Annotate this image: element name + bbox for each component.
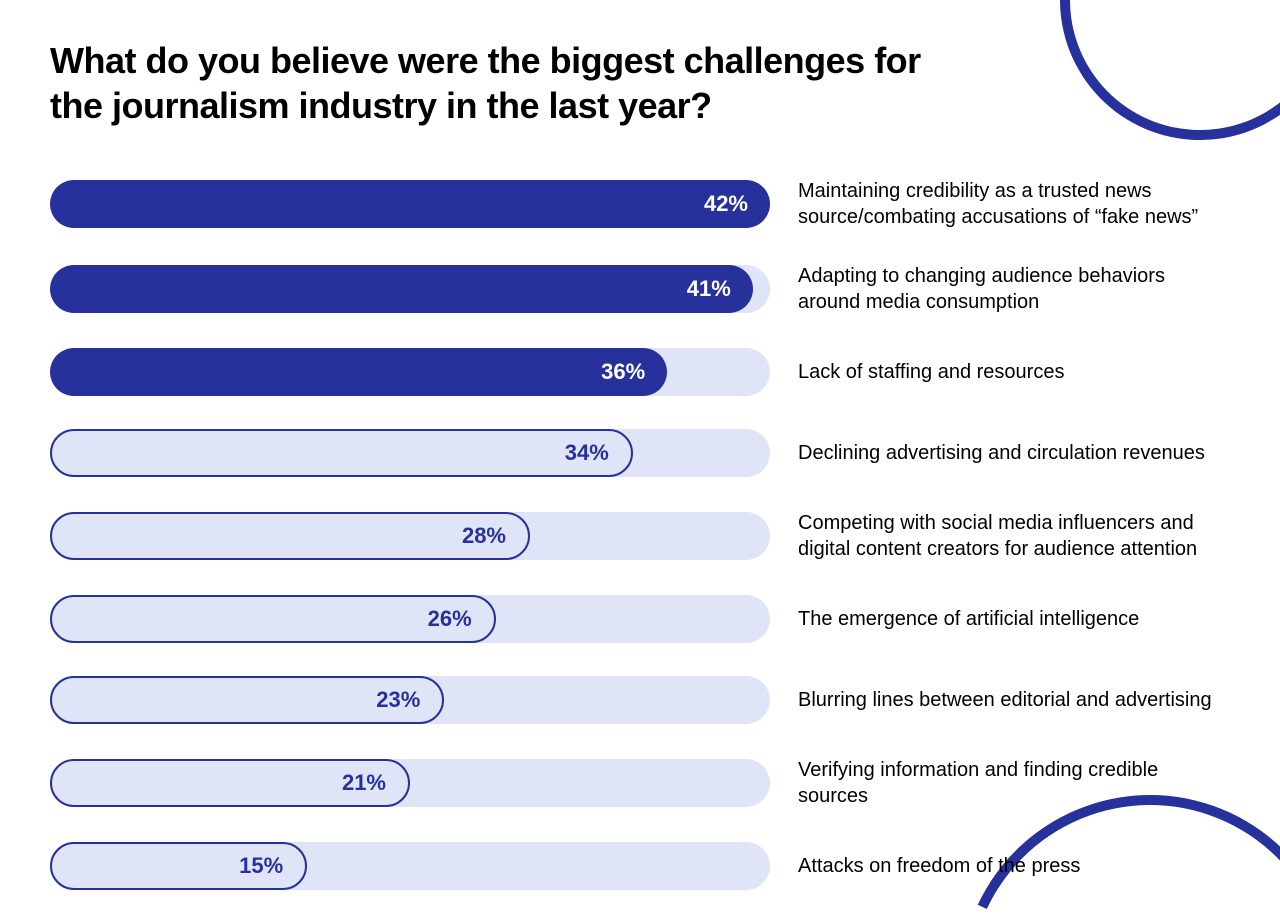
bar-value: 15% — [239, 853, 283, 879]
bar-track: 21% — [50, 759, 770, 807]
bar-chart: 42% Maintaining credibility as a trusted … — [50, 178, 1230, 890]
bar-track: 36% — [50, 348, 770, 396]
bar-value: 34% — [565, 440, 609, 466]
bar-value: 21% — [342, 770, 386, 796]
bar-fill: 15% — [50, 842, 307, 890]
bar-label: Lack of staffing and resources — [798, 359, 1230, 385]
bar-value: 26% — [428, 606, 472, 632]
bar-value: 28% — [462, 523, 506, 549]
bar-row: 26% The emergence of artificial intellige… — [50, 595, 1230, 643]
infographic-page: What do you believe were the biggest cha… — [0, 0, 1280, 915]
bar-track-container: 42% — [50, 180, 770, 228]
bar-label: Verifying information and finding credib… — [798, 757, 1230, 809]
bar-fill: 36% — [50, 348, 667, 396]
bar-fill: 28% — [50, 512, 530, 560]
bar-label: Declining advertising and circulation re… — [798, 440, 1230, 466]
bar-label: The emergence of artificial intelligence — [798, 606, 1230, 632]
bar-track: 42% — [50, 180, 770, 228]
bar-label: Adapting to changing audience behaviors … — [798, 263, 1230, 315]
bar-track-container: 21% — [50, 759, 770, 807]
bar-fill: 26% — [50, 595, 496, 643]
bar-track: 41% — [50, 265, 770, 313]
bar-value: 23% — [376, 687, 420, 713]
bar-track: 28% — [50, 512, 770, 560]
bar-fill: 41% — [50, 265, 753, 313]
bar-track-container: 28% — [50, 512, 770, 560]
bar-track-container: 23% — [50, 676, 770, 724]
bar-row: 41% Adapting to changing audience behavio… — [50, 263, 1230, 315]
bar-row: 36% Lack of staffing and resources — [50, 348, 1230, 396]
bar-track: 15% — [50, 842, 770, 890]
bar-label: Maintaining credibility as a trusted new… — [798, 178, 1230, 230]
bar-row: 34% Declining advertising and circulation… — [50, 429, 1230, 477]
bar-label: Blurring lines between editorial and adv… — [798, 687, 1230, 713]
bar-track-container: 26% — [50, 595, 770, 643]
bar-row: 23% Blurring lines between editorial and … — [50, 676, 1230, 724]
bar-row: 21% Verifying information and finding cre… — [50, 757, 1230, 809]
bar-track: 23% — [50, 676, 770, 724]
bar-track: 34% — [50, 429, 770, 477]
bar-track-container: 36% — [50, 348, 770, 396]
bar-row: 28% Competing with social media influence… — [50, 510, 1230, 562]
bar-fill: 23% — [50, 676, 444, 724]
bar-label: Attacks on freedom of the press — [798, 853, 1230, 879]
bar-track-container: 15% — [50, 842, 770, 890]
bar-row: 42% Maintaining credibility as a trusted … — [50, 178, 1230, 230]
bar-value: 42% — [704, 191, 748, 217]
bar-fill: 42% — [50, 180, 770, 228]
bar-track-container: 41% — [50, 265, 770, 313]
bar-row: 15% Attacks on freedom of the press — [50, 842, 1230, 890]
chart-title: What do you believe were the biggest cha… — [50, 38, 950, 128]
bar-track-container: 34% — [50, 429, 770, 477]
bar-track: 26% — [50, 595, 770, 643]
bar-value: 41% — [687, 276, 731, 302]
bar-value: 36% — [601, 359, 645, 385]
bar-fill: 34% — [50, 429, 633, 477]
bar-fill: 21% — [50, 759, 410, 807]
bar-label: Competing with social media influencers … — [798, 510, 1230, 562]
